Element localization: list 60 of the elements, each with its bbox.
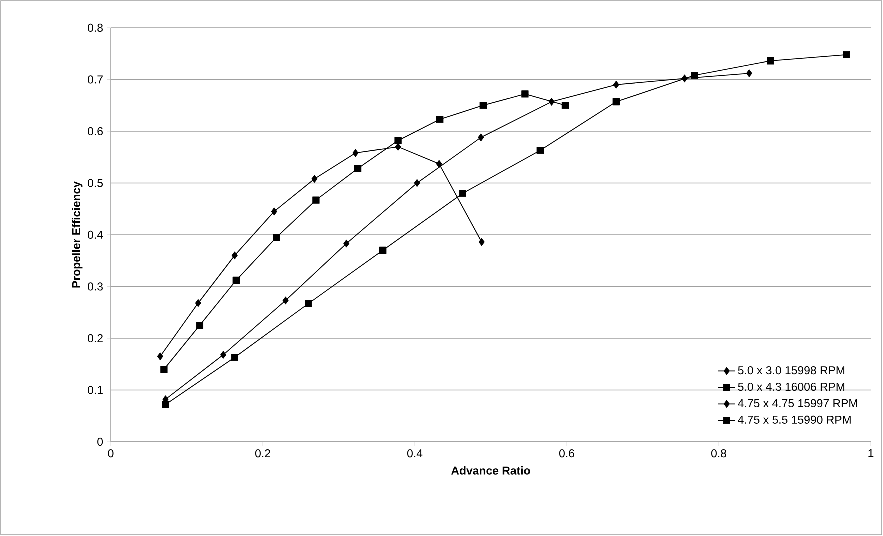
point (478, 238, 485, 246)
y-tick-label: 0.7 (88, 76, 103, 84)
point (480, 102, 487, 110)
point (767, 58, 774, 65)
point (691, 72, 698, 80)
legend-label: 4.75 x 4.75 15997 RPM (738, 399, 858, 408)
y-tick-label: 0.6 (88, 127, 103, 136)
y-tick-label: 0.5 (88, 179, 104, 188)
y-tick-label: 0.2 (88, 334, 103, 343)
point (231, 354, 238, 362)
y-tick-label: 0.8 (88, 24, 103, 32)
point (220, 351, 226, 359)
point (414, 179, 420, 188)
point (843, 51, 850, 58)
point (395, 143, 402, 151)
point (162, 401, 170, 408)
point (273, 234, 280, 242)
point (352, 149, 359, 158)
x-tick-label: 0.6 (560, 450, 574, 458)
point (195, 299, 202, 308)
point (305, 300, 312, 308)
x-tick-label: 0 (108, 450, 114, 458)
point (312, 175, 318, 183)
point (612, 98, 620, 106)
point (562, 102, 570, 110)
x-tick-label: 0.4 (408, 450, 423, 458)
x-tick-label: 0.8 (712, 450, 726, 458)
point (746, 70, 752, 78)
point (522, 90, 529, 98)
point (682, 74, 688, 83)
legend-label: 4.75 x 5.5 15990 RPM (738, 416, 851, 424)
point (436, 160, 442, 168)
point (196, 322, 204, 330)
point (232, 276, 240, 284)
legend-label: 5.0 x 3.0 15998 RPM (738, 366, 845, 375)
point (354, 165, 362, 172)
legend-label: 5.0 x 4.3 16006 RPM (738, 382, 845, 392)
point (478, 134, 484, 142)
point (160, 366, 168, 374)
y-tick-label: 0.3 (88, 282, 103, 291)
x-tick-label: 1 (868, 450, 874, 458)
point (613, 81, 620, 89)
x-axis-title: Advance Ratio (452, 466, 530, 475)
point (394, 137, 402, 144)
y-tick-label: 0.1 (88, 386, 103, 394)
point (271, 208, 278, 216)
point (157, 352, 164, 360)
y-axis-title: Propeller Efficiency (72, 182, 83, 288)
x-tick-label: 0.2 (256, 450, 270, 458)
point (232, 252, 238, 260)
point (282, 296, 289, 305)
y-tick-label: 0.4 (88, 230, 104, 240)
point (312, 196, 320, 204)
point (459, 190, 466, 198)
point (344, 240, 350, 248)
point (536, 147, 544, 154)
point (380, 246, 387, 254)
y-tick-label: 0 (98, 438, 104, 446)
point (436, 116, 444, 124)
point (548, 98, 555, 106)
